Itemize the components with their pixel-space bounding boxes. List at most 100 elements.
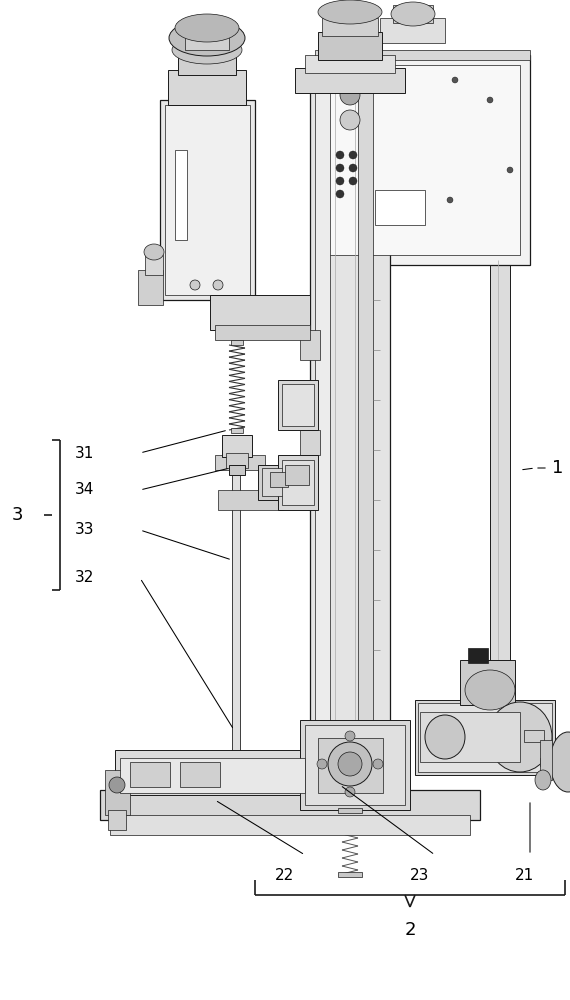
Bar [222,435,252,457]
Text: 31: 31 [75,446,95,460]
Text: 33: 33 [75,522,95,538]
Bar [305,725,405,805]
Bar [300,430,320,455]
Text: 2: 2 [404,921,416,939]
Bar [232,475,240,755]
Bar [318,32,382,60]
Bar [322,18,378,36]
Ellipse shape [340,110,360,130]
Bar [282,384,314,426]
Bar [420,712,520,762]
Bar [168,70,246,105]
Ellipse shape [336,151,344,159]
Ellipse shape [507,167,513,173]
Bar [229,465,245,475]
Bar [175,150,187,240]
Bar [258,465,316,500]
Text: 23: 23 [410,868,430,884]
Bar [100,790,480,820]
Bar [160,100,255,300]
Ellipse shape [328,742,372,786]
Text: 32: 32 [75,570,95,585]
Bar [300,720,410,810]
Ellipse shape [109,777,125,793]
Bar [338,808,362,813]
Bar [262,468,312,496]
Bar [375,190,425,225]
Bar [380,18,445,43]
Bar [318,738,383,793]
Bar [315,50,530,60]
Bar [138,270,163,305]
Bar [490,260,510,760]
Ellipse shape [487,97,493,103]
Bar [325,65,520,255]
Text: 21: 21 [515,868,535,884]
Ellipse shape [550,732,570,792]
Polygon shape [232,755,240,775]
Bar [185,30,229,50]
Bar [560,750,568,775]
Bar [231,428,243,433]
Ellipse shape [391,2,435,26]
Ellipse shape [425,715,465,759]
Bar [418,703,552,772]
Ellipse shape [488,702,552,772]
Bar [358,75,373,765]
Bar [178,55,236,75]
Bar [540,740,552,780]
Ellipse shape [535,770,551,790]
Bar [282,460,314,505]
Bar [540,758,565,766]
Ellipse shape [213,280,223,290]
Text: 34: 34 [75,483,95,497]
Ellipse shape [373,759,383,769]
Bar [295,68,405,93]
Bar [105,770,130,815]
Bar [145,255,163,275]
Ellipse shape [318,0,382,24]
Bar [305,55,395,73]
Ellipse shape [465,670,515,710]
Bar [468,648,488,663]
Bar [226,453,248,468]
Ellipse shape [452,77,458,83]
Ellipse shape [336,177,344,185]
Ellipse shape [144,244,164,260]
Bar [460,660,515,705]
Bar [315,75,330,765]
Ellipse shape [336,190,344,198]
Ellipse shape [340,85,360,105]
Bar [215,325,310,340]
Ellipse shape [190,280,200,290]
Bar [270,472,288,487]
Bar [278,380,318,430]
Bar [120,758,305,793]
Bar [130,762,170,787]
Ellipse shape [345,787,355,797]
Bar [215,455,265,470]
Bar [180,762,220,787]
Text: 22: 22 [275,868,295,884]
Bar [110,815,470,835]
Bar [285,465,309,485]
Bar [210,295,310,330]
Bar [218,490,283,510]
Ellipse shape [336,164,344,172]
Bar [278,455,318,510]
Bar [415,700,555,775]
Bar [115,750,315,795]
Ellipse shape [447,197,453,203]
Bar [338,872,362,877]
Bar [108,810,126,830]
Bar [165,105,250,295]
Ellipse shape [169,20,245,56]
Bar [310,70,390,770]
Ellipse shape [349,151,357,159]
Text: 1: 1 [552,459,563,477]
Ellipse shape [345,731,355,741]
Ellipse shape [317,759,327,769]
Bar [524,730,544,742]
Text: 3: 3 [12,506,23,524]
Ellipse shape [175,14,239,42]
